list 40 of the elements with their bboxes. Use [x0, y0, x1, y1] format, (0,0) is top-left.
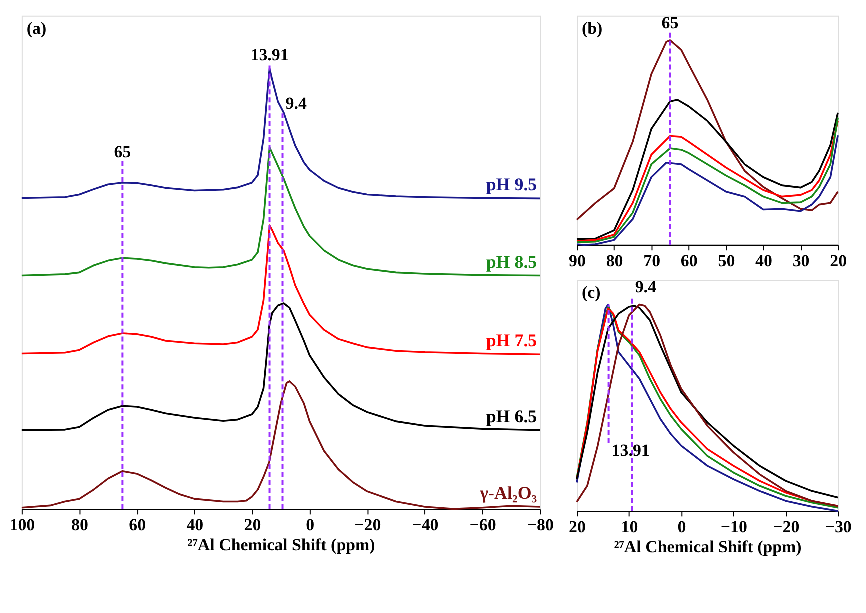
x-tick-label: 30 [792, 252, 810, 271]
series-label: pH 7.5 [486, 330, 538, 351]
x-tick-label: 40 [756, 252, 772, 271]
x-tick-label: 0 [306, 516, 315, 535]
series-label: γ-Al₂O₃ [479, 483, 538, 504]
x-tick-label: 60 [129, 516, 146, 535]
x-tick-label: −20 [354, 516, 382, 535]
x-tick-label: 60 [680, 252, 698, 271]
x-tick-label: −40 [412, 516, 439, 535]
x-tick-label: 20 [244, 516, 262, 535]
series-label: pH 9.5 [486, 174, 538, 195]
annotation: 65 [662, 13, 679, 32]
x-tick-label: 0 [678, 518, 686, 537]
x-tick-label: 40 [186, 516, 204, 535]
x-tick-label: 10 [621, 518, 638, 537]
x-tick-label: 20 [830, 252, 848, 271]
x-tick-label: −10 [720, 518, 748, 537]
x-tick-label: 100 [10, 516, 36, 535]
series-label: pH 8.5 [486, 252, 538, 272]
x-tick-label: 80 [72, 516, 88, 535]
x-tick-label: 90 [569, 252, 586, 271]
x-tick-label: 50 [718, 252, 736, 271]
text: (a) [26, 18, 47, 38]
annotation: 13.91 [612, 441, 650, 460]
text: (b) [582, 18, 603, 38]
x-tick-label: −60 [470, 516, 496, 535]
text: (c) [582, 282, 601, 302]
x-tick-label: −30 [825, 518, 852, 537]
x-axis-title: ²⁷Al Chemical Shift (ppm) [614, 538, 802, 557]
x-tick-label: −80 [527, 516, 554, 535]
annotation: 9.4 [286, 94, 308, 113]
series-label: pH 6.5 [486, 406, 538, 426]
annotation: 9.4 [635, 278, 658, 297]
x-tick-label: 20 [569, 518, 586, 537]
annotation: 65 [114, 142, 132, 162]
x-tick-label: 80 [606, 252, 624, 271]
annotation: 13.91 [250, 45, 289, 64]
x-axis-title: ²⁷Al Chemical Shift (ppm) [188, 536, 376, 555]
x-tick-label: 70 [644, 252, 661, 271]
x-tick-label: −20 [773, 518, 800, 537]
